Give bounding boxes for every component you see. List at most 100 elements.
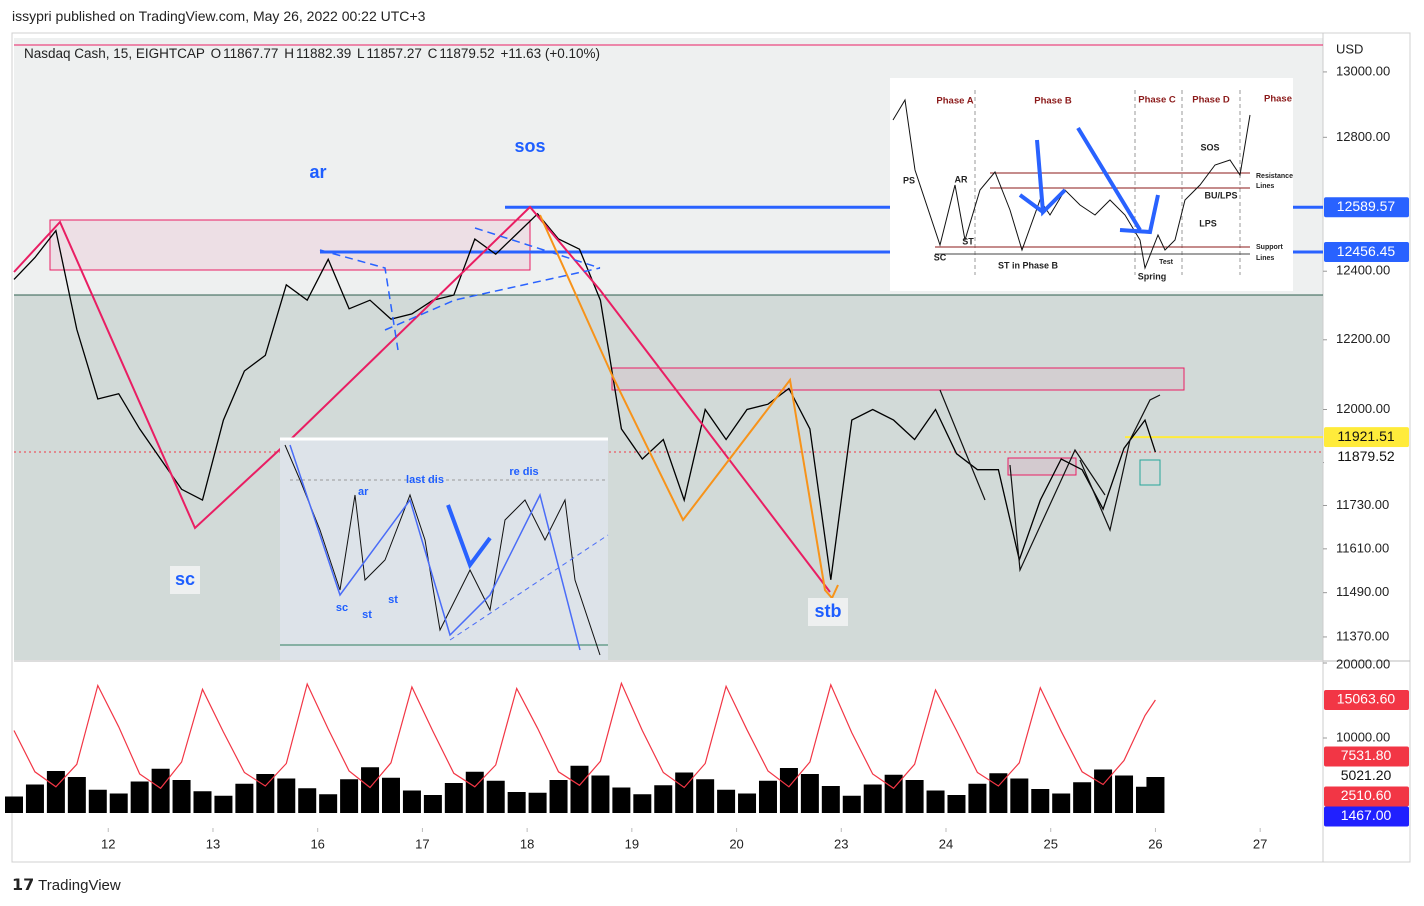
volume-bar — [88, 789, 107, 813]
wyckoff-label: Lines — [1256, 183, 1274, 190]
volume-marker-label: 2510.60 — [1341, 787, 1392, 803]
wyckoff-inset: Phase A Phase B Phase C Phase D Phase PS… — [890, 78, 1293, 291]
change: +11.63 (+0.10%) — [500, 46, 601, 61]
y-tick-label: 11730.00 — [1336, 497, 1389, 512]
price-marker-label: 12589.57 — [1337, 198, 1396, 214]
wyckoff-trace — [892, 98, 1251, 270]
inset-line — [449, 534, 609, 641]
annotations: ar sos sc stb — [170, 134, 848, 626]
wyckoff-arrows — [1018, 126, 1160, 235]
wyckoff-label: PS — [903, 175, 915, 185]
ohlc-label: C — [427, 46, 438, 61]
volume-layer — [5, 681, 1165, 813]
volume-bar — [130, 781, 149, 813]
zone — [611, 367, 1185, 391]
wyckoff-label: Phase B — [1034, 96, 1072, 107]
volume-bar — [298, 788, 317, 813]
symbol-title: Nasdaq Cash, 15, EIGHTCAP — [24, 46, 205, 61]
ohlc-label: L — [357, 46, 365, 61]
trend-drawing — [474, 227, 601, 269]
logo: 𝟭𝟳 — [12, 877, 35, 894]
volume-bar — [1052, 793, 1071, 813]
phase-dividers — [974, 90, 1241, 275]
zone — [49, 219, 531, 271]
mini-inset: ar last dis re dis sc st st — [280, 437, 609, 660]
label-bg — [170, 566, 200, 594]
x-tick-label: 20 — [729, 836, 743, 851]
chart: ar last dis re dis sc st st Phase A Phas… — [5, 32, 1411, 863]
volume-marker-label: 1467.00 — [1341, 807, 1392, 823]
volume-bar — [675, 772, 694, 813]
volume-bar — [465, 771, 484, 813]
axes: 12 13 16 17 18 19 20 23 24 25 26 27 13000.00 12800.00… — [101, 63, 1409, 851]
volume-bar — [968, 783, 987, 813]
label-bg — [303, 160, 333, 186]
volume-bar — [151, 768, 170, 813]
volume-bar — [67, 777, 86, 813]
volume-bar — [528, 792, 547, 813]
wyckoff-label: Test — [1159, 259, 1174, 266]
volume-bar — [507, 792, 526, 813]
volume-bar — [842, 795, 861, 813]
y-tick-label: 20000.00 — [1336, 656, 1390, 671]
volume-bar — [549, 780, 568, 813]
volume-bar — [361, 767, 380, 813]
label-bg — [510, 134, 550, 160]
x-tick-label: 27 — [1253, 836, 1267, 851]
y-tick-label: 12400.00 — [1336, 263, 1390, 278]
y-tick-label: 11610.00 — [1336, 540, 1389, 555]
inset-label: re dis — [509, 466, 538, 478]
inset-bg — [890, 78, 1293, 291]
volume-bar — [214, 795, 233, 813]
brand: 𝟭𝟳 TradingView — [12, 875, 121, 895]
currency: USD — [1336, 41, 1363, 56]
volume-bar — [717, 789, 736, 813]
brand-name: TradingView — [38, 877, 121, 894]
volume-bar — [884, 774, 903, 813]
y-tick-label: 11490.00 — [1336, 584, 1389, 599]
label-bg — [808, 598, 848, 626]
volume-marker-label: 5021.20 — [1341, 767, 1392, 783]
ohlc-label: H — [284, 46, 294, 61]
volume-bar — [947, 795, 966, 813]
wyckoff-levels — [935, 172, 1250, 255]
volume-bar — [46, 771, 65, 813]
ohlc-value: 11857.27 — [366, 46, 422, 61]
volume-bar — [591, 775, 610, 813]
volume-bar — [863, 784, 882, 813]
zone — [1007, 457, 1077, 476]
wyckoff-label: Resistance — [1256, 173, 1293, 180]
wyckoff-label: ST in Phase B — [998, 260, 1059, 270]
price-marker-label: 12456.45 — [1337, 243, 1396, 259]
volume-bar — [193, 791, 212, 813]
volume-bar — [1010, 778, 1029, 813]
volume-bar — [1146, 777, 1165, 813]
frame — [11, 32, 1411, 863]
symbol-legend: Nasdaq Cash, 15, EIGHTCAP O 11867.77 H 118… — [24, 46, 602, 61]
volume-marker — [1324, 746, 1409, 767]
volume-bar — [738, 793, 757, 813]
annotation: ar — [309, 162, 326, 182]
x-tick-label: 23 — [834, 836, 848, 851]
volume-marker — [1324, 786, 1409, 807]
wyckoff-label: AR — [955, 174, 968, 184]
x-tick-label: 24 — [939, 836, 953, 851]
wyckoff-label: Phase A — [936, 96, 973, 107]
volume-bar — [319, 794, 338, 813]
volume-bar — [570, 765, 589, 813]
volume-bar — [5, 796, 23, 813]
wyckoff-label: Support — [1256, 244, 1283, 251]
volume-marker-label: 15063.60 — [1337, 691, 1396, 707]
wyckoff-label: Phase D — [1192, 95, 1230, 106]
price-marker — [1324, 197, 1409, 218]
volume-bar — [486, 780, 505, 813]
inset-bg — [280, 438, 608, 660]
zone — [1139, 459, 1161, 486]
ohlc-value: 11882.39 — [295, 46, 352, 61]
volume-bar — [696, 779, 715, 813]
inset-label: st — [362, 609, 372, 621]
trend-drawing — [1079, 394, 1161, 532]
inset-trace — [284, 444, 601, 656]
price-marker — [1324, 427, 1409, 448]
